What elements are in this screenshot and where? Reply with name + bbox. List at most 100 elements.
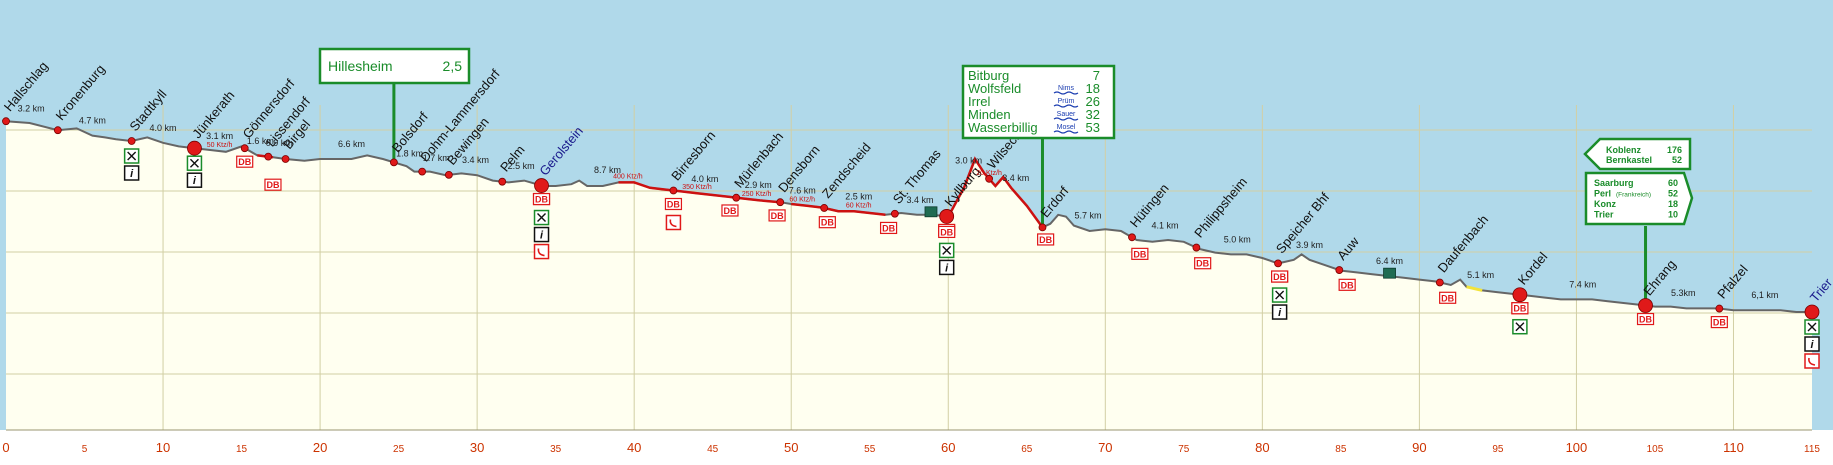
db-icon-label: DB — [1513, 304, 1526, 314]
speed-label: 60 Ktz/h — [846, 203, 872, 210]
distance-label: 5.3km — [1671, 288, 1696, 298]
info-icon — [938, 259, 955, 276]
river-wave-icon — [1053, 117, 1079, 121]
station-dot — [820, 204, 829, 212]
station-dot — [534, 178, 549, 193]
axis-tick-label: 80 — [1255, 440, 1269, 455]
sign-erdorf-distance: 53 — [1086, 120, 1100, 135]
db-icon — [532, 192, 551, 206]
sign-ehrang-right — [1584, 171, 1694, 226]
station-dot — [669, 186, 678, 195]
sign-erdorf — [961, 64, 1116, 140]
cutlery-icon — [1275, 290, 1285, 300]
phone-icon — [665, 214, 682, 231]
distance-label: 1.7 km — [423, 153, 450, 163]
sign-ehrang-right-note: (Frankreich) — [1616, 192, 1651, 199]
station-dot — [498, 177, 507, 186]
distance-label: 1.6 km — [247, 136, 274, 146]
sign-erdorf-river: Sauer — [1057, 111, 1076, 118]
db-icon-label: DB — [882, 223, 895, 233]
tunnel-icon — [924, 206, 938, 218]
cutlery-icon — [1515, 322, 1525, 332]
sign-hillesheim-distance: 2,5 — [443, 58, 463, 74]
sign-erdorf-distance: 26 — [1086, 94, 1100, 109]
station-dot — [890, 209, 899, 218]
sign-erdorf-town: Minden — [968, 107, 1011, 122]
sign-erdorf-distance: 18 — [1086, 81, 1100, 96]
station-dot — [1435, 278, 1444, 287]
distance-label: 8.7 km — [594, 165, 621, 175]
info-icon-glyph: i — [945, 262, 949, 274]
station-dot — [732, 193, 741, 202]
db-icon — [1037, 233, 1055, 246]
sign-ehrang-left-distance: 52 — [1672, 155, 1682, 165]
distance-label: 3.9 km — [1296, 240, 1323, 250]
info-icon-glyph: i — [130, 168, 134, 180]
distance-label: 2.9 km — [745, 180, 772, 190]
db-icon-label: DB — [1441, 293, 1454, 303]
db-icon — [236, 155, 254, 168]
cutlery-icon — [1807, 322, 1817, 332]
sign-erdorf-town: Irrel — [968, 94, 991, 109]
info-icon — [186, 172, 203, 188]
distance-label: 5.1 km — [1467, 270, 1494, 280]
axis-tick-label: 65 — [1021, 444, 1033, 455]
profile-steep-section — [791, 202, 886, 217]
river-wave-icon — [1053, 91, 1079, 95]
distance-label: 1.8 km — [396, 148, 423, 158]
distance-label: 3.0 km — [955, 155, 982, 165]
river-wave-icon — [1053, 104, 1079, 108]
phone-handset — [669, 219, 677, 228]
db-icon-label: DB — [1039, 235, 1052, 245]
db-icon — [721, 204, 739, 217]
station-dot — [2, 117, 10, 126]
db-icon — [879, 221, 898, 235]
distance-label: 6,1 km — [1751, 290, 1778, 300]
phone-handset — [1808, 357, 1816, 366]
distance-label: 6.6 km — [338, 139, 365, 149]
distance-label: 3.4 km — [1002, 173, 1029, 183]
station-dot — [1638, 298, 1653, 313]
distance-label: 2.5 km — [508, 161, 535, 171]
axis-tick-label: 40 — [627, 440, 641, 455]
axis-tick-label: 5 — [82, 444, 88, 455]
db-icon — [818, 216, 836, 229]
distance-label: 5.0 km — [1224, 234, 1251, 244]
station-dot — [1192, 243, 1201, 252]
sign-erdorf-distance: 7 — [1093, 68, 1100, 83]
sign-ehrang-right-town: Konz — [1594, 199, 1616, 209]
axis-tick-label: 35 — [550, 444, 562, 455]
axis-tick-label: 30 — [470, 440, 484, 455]
db-icon — [1511, 302, 1529, 315]
station-dot — [53, 126, 62, 135]
info-icon-glyph: i — [540, 230, 544, 242]
station-dot — [127, 137, 136, 145]
distance-label: 0.9 km — [266, 138, 293, 148]
db-icon — [664, 197, 683, 211]
distance-label: 3.1 km — [206, 131, 233, 141]
axis-tick-label: 90 — [1412, 440, 1426, 455]
db-icon — [1271, 270, 1289, 283]
sign-ehrang-right-town: Perl — [1594, 189, 1611, 199]
station-dot — [1804, 304, 1820, 320]
sign-hillesheim-town: Hillesheim — [328, 58, 393, 74]
sign-erdorf-river: Nims — [1058, 85, 1074, 92]
phone-icon — [1804, 353, 1820, 369]
info-icon-glyph: i — [1810, 339, 1814, 351]
sign-erdorf-distance: 32 — [1086, 107, 1100, 122]
info-icon-glyph: i — [193, 175, 197, 187]
axis-tick-label: 15 — [236, 444, 248, 455]
db-icon — [1131, 247, 1149, 260]
axis-tick-label: 110 — [1723, 440, 1744, 455]
distance-label: 4.7 km — [79, 116, 106, 126]
distance-label: 3.4 km — [906, 195, 933, 205]
info-icon — [533, 226, 550, 243]
axis-tick-label: 60 — [941, 440, 955, 455]
db-icon — [1194, 257, 1212, 270]
distance-label: 4.1 km — [1151, 220, 1178, 230]
station-dot — [418, 167, 427, 176]
axis-tick-label: 115 — [1804, 444, 1820, 455]
sign-ehrang-right-distance: 52 — [1668, 189, 1678, 199]
river-wave-icon — [1053, 130, 1079, 134]
db-icon-label: DB — [266, 180, 279, 190]
